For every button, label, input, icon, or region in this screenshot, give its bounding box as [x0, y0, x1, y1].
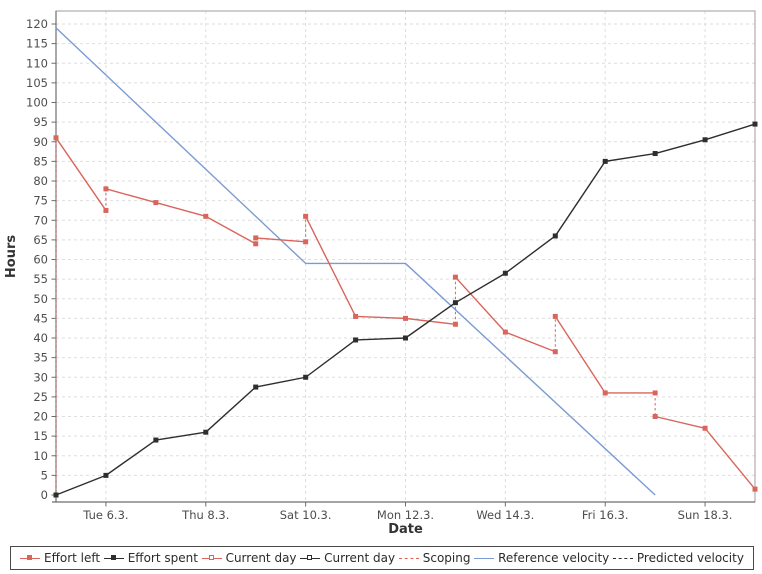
svg-text:Thu 8.3.: Thu 8.3.: [181, 508, 229, 522]
burndown-chart: 0 5 10 15 20 25 30 35 40 45 50 55 60 65 70 75 80 85 90 95 10…: [4, 10, 758, 537]
legend-label: Current day: [324, 551, 396, 565]
legend-label: Effort spent: [127, 551, 198, 565]
legend-item-current-day-spent: Current day: [300, 551, 395, 565]
chart-legend: Effort left Effort spent Current day Cur…: [10, 546, 754, 570]
svg-text:75: 75: [33, 194, 48, 208]
legend-item-effort-left: Effort left: [20, 551, 100, 565]
svg-text:Date: Date: [388, 522, 423, 537]
svg-text:15: 15: [33, 429, 48, 443]
svg-text:85: 85: [33, 154, 48, 168]
svg-text:120: 120: [26, 17, 48, 31]
svg-text:Tue 6.3.: Tue 6.3.: [82, 508, 128, 522]
svg-text:115: 115: [26, 37, 48, 51]
svg-text:10: 10: [33, 449, 48, 463]
svg-text:25: 25: [33, 390, 48, 404]
svg-text:90: 90: [33, 135, 48, 149]
svg-text:Fri 16.3.: Fri 16.3.: [582, 508, 629, 522]
effort-spent-marker-icon: [103, 554, 124, 563]
svg-text:105: 105: [26, 76, 48, 90]
legend-label: Predicted velocity: [636, 551, 744, 565]
legend-label: Current day: [225, 551, 297, 565]
svg-text:30: 30: [33, 370, 48, 384]
predicted-velocity-marker-icon: [612, 554, 633, 563]
svg-text:100: 100: [26, 96, 48, 110]
legend-item-current-day-left: Current day: [201, 551, 297, 565]
svg-text:35: 35: [33, 351, 48, 365]
svg-text:45: 45: [33, 311, 48, 325]
svg-text:Hours: Hours: [4, 235, 19, 278]
svg-text:Wed 14.3.: Wed 14.3.: [476, 508, 534, 522]
svg-text:40: 40: [33, 331, 48, 345]
svg-text:5: 5: [41, 468, 48, 482]
current-day-left-marker-icon: [201, 554, 222, 563]
svg-text:Sat 10.3.: Sat 10.3.: [280, 508, 332, 522]
svg-text:Sun 18.3.: Sun 18.3.: [678, 508, 733, 522]
legend-item-effort-spent: Effort spent: [103, 551, 198, 565]
scoping-marker-icon: [398, 554, 419, 563]
svg-text:Mon 12.3.: Mon 12.3.: [377, 508, 434, 522]
svg-text:60: 60: [33, 253, 48, 267]
current-day-spent-marker-icon: [300, 554, 321, 563]
svg-text:80: 80: [33, 174, 48, 188]
svg-text:50: 50: [33, 292, 48, 306]
reference-velocity-marker-icon: [474, 554, 495, 563]
legend-label: Reference velocity: [498, 551, 610, 565]
burndown-chart-area: 0 5 10 15 20 25 30 35 40 45 50 55 60 65 70 75 80 85 90 95 10…: [4, 10, 758, 537]
svg-text:55: 55: [33, 272, 48, 286]
svg-text:0: 0: [41, 488, 48, 502]
svg-text:70: 70: [33, 213, 48, 227]
svg-text:65: 65: [33, 233, 48, 247]
svg-text:95: 95: [33, 115, 48, 129]
legend-label: Scoping: [422, 551, 471, 565]
effort-left-marker-icon: [20, 554, 40, 563]
svg-text:20: 20: [33, 410, 48, 424]
svg-text:110: 110: [26, 56, 48, 70]
legend-item-reference-velocity: Reference velocity: [474, 551, 609, 565]
legend-label: Effort left: [44, 551, 101, 565]
legend-item-scoping: Scoping: [398, 551, 471, 565]
legend-item-predicted-velocity: Predicted velocity: [612, 551, 744, 565]
